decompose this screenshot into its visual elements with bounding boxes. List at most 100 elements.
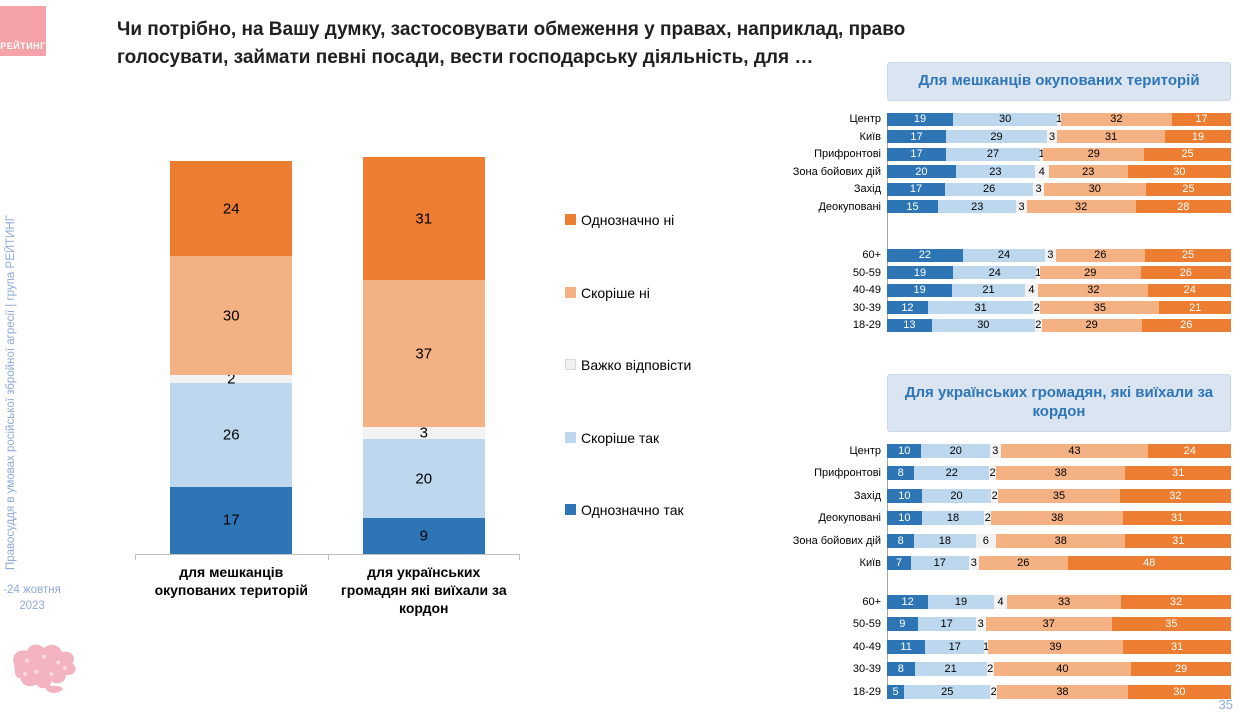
segment-value: 1 — [1035, 266, 1042, 279]
legend-swatch — [565, 504, 576, 515]
column-segment: 17 — [170, 486, 293, 554]
segment-value: 9 — [899, 618, 906, 630]
bar-segment: 32 — [1038, 283, 1149, 297]
row-label: 30-39 — [852, 663, 881, 675]
segment-value: 26 — [222, 426, 240, 444]
segment-value: 32 — [1169, 489, 1182, 502]
bar-segment: 32 — [1060, 112, 1172, 126]
row-label: 60+ — [862, 595, 881, 608]
segment-value: 32 — [1169, 595, 1183, 608]
bar-segment: 31 — [927, 301, 1034, 315]
segment-value: 22 — [945, 467, 958, 479]
segment-value: 8 — [897, 534, 904, 547]
stacked-bar: 12 31 2 35 21 — [887, 301, 1231, 315]
bar-segment: 26 — [944, 182, 1034, 196]
row-label: Деокуповані — [818, 512, 881, 524]
bar-segment: 8 — [887, 662, 915, 676]
segment-value: 27 — [986, 148, 1000, 161]
bar-segment: 17 — [887, 147, 947, 161]
segment-value: 23 — [1082, 165, 1095, 178]
bar-segment: 7 — [887, 556, 911, 570]
segment-value: 3 — [1047, 249, 1054, 262]
segment-value: 38 — [1054, 467, 1067, 479]
bar-row: 60+ 22 24 3 26 25 — [775, 248, 1231, 262]
bar-segment: 26 — [1141, 318, 1231, 332]
bar-row: Зона бойових дій 8 18 6 38 31 — [775, 533, 1231, 548]
segment-value: 29 — [1174, 663, 1188, 675]
category-label: для українських громадян які виїхали за … — [340, 564, 507, 617]
segment-value: 29 — [1084, 266, 1097, 279]
panel-rows: Центр 19 30 1 32 17 Київ 17 29 3 31 19 Прифронтові 17… — [775, 112, 1232, 332]
axis-tick — [519, 555, 520, 560]
page-title: Чи потрібно, на Вашу думку, застосовуват… — [117, 19, 906, 68]
group-gap — [775, 218, 1231, 249]
bar-segment: 5 — [887, 684, 905, 699]
row-label: Центр — [849, 444, 882, 457]
segment-value: 17 — [933, 557, 946, 569]
bar-segment: 24 — [953, 266, 1037, 280]
bar-segment: 2 — [990, 684, 998, 699]
rating-logo: РЕЙТИНГ — [0, 6, 46, 56]
bar-segment: 4 — [1034, 165, 1049, 179]
legend-item: Важко відповісти — [565, 357, 691, 373]
segment-value: 48 — [1143, 557, 1156, 569]
segment-value: 24 — [1183, 284, 1196, 297]
stacked-column-chart: 17 26 2 30 24 9 20 3 37 31 для мешканців окупован… — [135, 157, 520, 618]
segment-value: 4 — [1028, 284, 1035, 297]
bar-segment: 2 — [986, 662, 994, 676]
row-label: Київ — [859, 557, 881, 569]
bar-segment: 2 — [1034, 318, 1042, 332]
segment-value: 31 — [1105, 130, 1118, 143]
segment-value: 38 — [1054, 534, 1067, 547]
group-gap — [775, 579, 1231, 595]
bar-segment: 3 — [975, 617, 986, 631]
segment-value: 25 — [1181, 249, 1195, 262]
bar-segment: 40 — [993, 662, 1132, 676]
segment-value: 20 — [949, 444, 962, 457]
survey-date-line2: 2023 — [19, 599, 45, 612]
segment-value: 25 — [941, 685, 954, 698]
segment-value: 19 — [1191, 130, 1205, 143]
stacked-bar: 10 18 2 38 31 — [887, 511, 1232, 525]
stacked-bar: 19 24 1 29 26 — [887, 266, 1231, 280]
bar-row: Прифронтові 17 27 1 29 25 — [775, 147, 1231, 161]
segment-value: 2 — [991, 489, 998, 502]
stacked-bar: 7 17 3 26 48 — [887, 556, 1231, 570]
bar-segment: 6 — [975, 533, 996, 548]
bar-segment: 29 — [1131, 662, 1231, 676]
bar-segment: 20 — [921, 443, 991, 458]
column-segment: 31 — [362, 157, 485, 281]
column-segment: 3 — [362, 424, 485, 441]
segment-value: 2 — [984, 512, 991, 524]
bar-segment: 31 — [1123, 511, 1232, 525]
segment-value: 24 — [222, 200, 240, 218]
row-label: 18-29 — [852, 685, 881, 698]
legend-swatch — [565, 286, 576, 298]
segment-value: 1 — [982, 640, 990, 653]
bar-segment: 26 — [978, 556, 1068, 570]
row-label: Захід — [853, 183, 881, 196]
segment-value: 17 — [910, 148, 923, 161]
bar-segment: 19 — [887, 283, 953, 297]
legend-swatch — [565, 359, 576, 370]
column-segment: 2 — [170, 371, 293, 388]
column-chart-plot: 17 26 2 30 24 9 20 3 37 31 — [135, 157, 520, 560]
stacked-column: 17 26 2 30 24 — [170, 161, 293, 554]
segment-value: 3 — [1048, 130, 1056, 143]
bar-segment: 2 — [991, 488, 999, 503]
bar-segment: 21 — [952, 283, 1025, 297]
segment-value: 5 — [892, 685, 899, 698]
legend-label: Важко відповісти — [581, 357, 692, 373]
bar-segment: 23 — [955, 165, 1035, 179]
bar-row: Зона бойових дій 20 23 4 23 30 — [775, 165, 1232, 179]
panel-rows: Центр 10 20 3 43 24 Прифронтові 8 22 2 38 31 Захід 10… — [775, 443, 1232, 699]
row-label: 40-49 — [852, 284, 881, 297]
stacked-column: 9 20 3 37 31 — [362, 157, 485, 554]
legend-item: Однозначно ні — [565, 212, 691, 228]
legend-label: Скоріше ні — [581, 284, 650, 301]
bar-segment: 35 — [1111, 617, 1231, 631]
column-segment: 30 — [170, 256, 293, 376]
bar-segment: 22 — [914, 466, 990, 480]
segment-value: 37 — [415, 345, 433, 363]
bar-segment: 21 — [914, 662, 987, 676]
